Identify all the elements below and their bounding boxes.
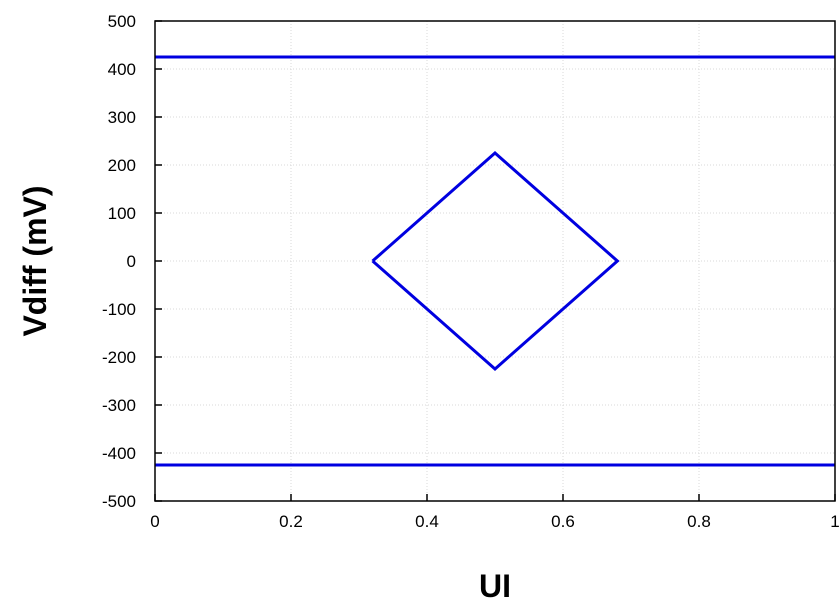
series-line-3: [371, 150, 620, 372]
axis-ticks: [154, 20, 836, 502]
y-tick-labels: 500 400 300 200 100 0 -100 -200 -300 -400 -500: [102, 12, 136, 511]
y-tick-label: 200: [108, 156, 136, 175]
y-tick-label: 500: [108, 12, 136, 31]
y-tick-label: 100: [108, 204, 136, 223]
x-tick-label: 0: [150, 512, 159, 531]
y-tick-label: -400: [102, 444, 136, 463]
grid-lines: [154, 20, 836, 502]
y-tick-label: 0: [127, 252, 136, 271]
x-tick-labels: 0 0.2 0.4 0.6 0.8 1: [150, 512, 839, 531]
x-axis-title: UI: [479, 568, 511, 604]
x-tick-label: 0.6: [551, 512, 575, 531]
x-tick-label: 1: [830, 512, 839, 531]
y-tick-label: -200: [102, 348, 136, 367]
x-tick-label: 0.2: [279, 512, 303, 531]
y-tick-label: 400: [108, 60, 136, 79]
y-tick-label: -100: [102, 300, 136, 319]
y-tick-label: -500: [102, 492, 136, 511]
y-tick-label: -300: [102, 396, 136, 415]
y-tick-label: 300: [108, 108, 136, 127]
x-tick-label: 0.4: [415, 512, 439, 531]
data-series: [155, 55, 835, 467]
y-axis-title: Vdiff (mV): [17, 185, 53, 336]
x-tick-label: 0.8: [687, 512, 711, 531]
